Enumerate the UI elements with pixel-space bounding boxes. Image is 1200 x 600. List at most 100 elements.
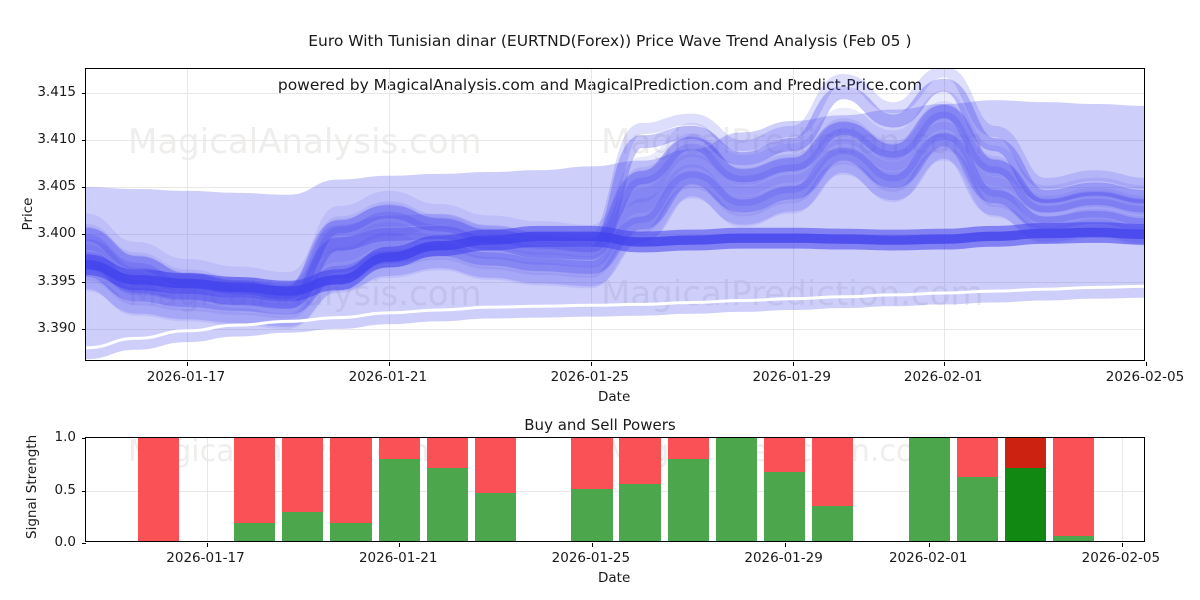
sell-power-segment — [763, 438, 806, 472]
y-tick-label: 3.395 — [37, 272, 76, 289]
sell-power-segment — [426, 438, 468, 468]
power-bar[interactable] — [667, 438, 709, 541]
gridline-vertical — [187, 69, 188, 360]
price-wave-bands — [86, 69, 1144, 360]
power-bar[interactable] — [378, 438, 420, 541]
wave-band — [86, 90, 1144, 288]
x-tick-label: 2026-01-25 — [551, 550, 631, 566]
sell-power-segment — [1053, 438, 1095, 536]
x-tick-mark — [399, 543, 401, 547]
buy-power-segment — [1004, 467, 1047, 541]
sell-power-segment — [812, 438, 854, 507]
x-tick-label: 2026-02-01 — [903, 369, 983, 385]
buy-power-segment — [330, 523, 372, 541]
power-bar[interactable] — [474, 438, 517, 541]
y-tick-mark — [82, 92, 86, 94]
buy-power-segment — [474, 492, 517, 541]
sell-power-segment — [956, 438, 998, 477]
wave-band — [86, 111, 1144, 309]
x-tick-mark — [792, 362, 794, 366]
x-tick-label: 2026-01-17 — [166, 550, 245, 566]
buy-power-segment — [619, 484, 661, 541]
buy-power-segment — [812, 506, 854, 541]
y-tick-mark — [82, 328, 86, 330]
power-bar[interactable] — [571, 438, 613, 541]
sell-power-segment — [282, 438, 324, 512]
x-tick-mark — [1121, 543, 1123, 547]
gridline-vertical — [206, 438, 208, 541]
sell-power-segment — [1004, 438, 1047, 468]
power-bar[interactable] — [812, 438, 854, 541]
wave-line — [86, 78, 1144, 309]
wave-line — [86, 284, 1144, 350]
power-bar[interactable] — [137, 438, 179, 541]
gridline-vertical — [944, 69, 946, 360]
power-bar[interactable] — [1053, 438, 1095, 541]
y-tick-label: 0.0 — [54, 534, 76, 550]
power-bar[interactable] — [1004, 438, 1047, 541]
buy-power-segment — [956, 476, 998, 541]
sell-power-segment — [330, 438, 372, 524]
buy-power-segment — [378, 459, 420, 541]
x-tick-mark — [187, 362, 188, 366]
x-tick-label: 2026-01-17 — [146, 369, 226, 385]
x-tick-label: 2026-02-01 — [888, 550, 968, 566]
sell-power-segment — [474, 438, 517, 493]
wave-band — [86, 101, 1144, 298]
wave-line — [86, 133, 1144, 315]
y-tick-label: 1.0 — [54, 429, 76, 445]
price-plot-area: MagicalAnalysis.com MagicalPrediction.co… — [86, 69, 1144, 360]
power-bar[interactable] — [330, 438, 372, 541]
buy-power-segment — [282, 511, 324, 541]
power-bar[interactable] — [426, 438, 468, 541]
x-tick-label: 2026-02-05 — [1081, 550, 1161, 566]
gridline-horizontal — [86, 92, 1144, 94]
price-y-axis-title: Price — [20, 197, 36, 230]
power-bar[interactable] — [282, 438, 324, 541]
wave-line — [86, 228, 1144, 296]
gridline-vertical — [590, 69, 592, 360]
power-bar[interactable] — [763, 438, 806, 541]
wave-line — [86, 69, 1144, 295]
price-chart-axes: MagicalAnalysis.com MagicalPrediction.co… — [82, 68, 1147, 366]
wave-band — [86, 227, 1144, 296]
x-tick-label: 2026-01-25 — [550, 369, 630, 385]
power-chart-title: Buy and Sell Powers — [524, 416, 676, 434]
power-bar[interactable] — [908, 438, 950, 541]
buy-power-segment — [233, 523, 276, 541]
x-tick-label: 2026-01-21 — [358, 550, 438, 566]
y-tick-mark — [82, 543, 86, 544]
y-tick-label: 3.390 — [37, 319, 76, 336]
power-bar[interactable] — [715, 438, 758, 541]
y-tick-mark — [82, 234, 86, 236]
y-tick-mark — [82, 490, 86, 492]
gridline-horizontal — [86, 281, 1144, 283]
y-tick-mark — [82, 139, 86, 141]
sell-power-segment — [233, 438, 276, 524]
y-tick-mark — [82, 438, 86, 439]
x-tick-label: 2026-01-21 — [348, 369, 428, 385]
buy-power-segment — [908, 438, 950, 541]
x-tick-label: 2026-02-05 — [1105, 369, 1185, 385]
power-bar[interactable] — [619, 438, 661, 541]
y-tick-label: 3.405 — [37, 178, 76, 195]
sell-power-segment — [667, 438, 709, 460]
y-tick-label: 3.410 — [37, 130, 76, 147]
x-tick-label: 2026-01-29 — [752, 369, 831, 385]
gridline-horizontal — [86, 139, 1144, 141]
power-chart-axes: MagicalAnalysis.com MagicalPrediction.co… — [82, 437, 1145, 547]
x-tick-mark — [944, 362, 946, 366]
figure-title-line-2: powered by MagicalAnalysis.com and Magic… — [277, 76, 923, 94]
gridline-horizontal — [86, 490, 1144, 492]
buy-power-segment — [667, 459, 709, 541]
y-tick-label: 3.400 — [37, 225, 76, 242]
gridline-vertical — [388, 69, 390, 360]
x-tick-mark — [591, 543, 593, 547]
power-bar[interactable] — [233, 438, 276, 541]
x-tick-label: 2026-01-29 — [744, 550, 823, 566]
wave-line — [86, 105, 1144, 300]
power-bar[interactable] — [956, 438, 998, 541]
x-tick-mark — [206, 543, 208, 547]
gridline-horizontal — [86, 187, 1144, 189]
